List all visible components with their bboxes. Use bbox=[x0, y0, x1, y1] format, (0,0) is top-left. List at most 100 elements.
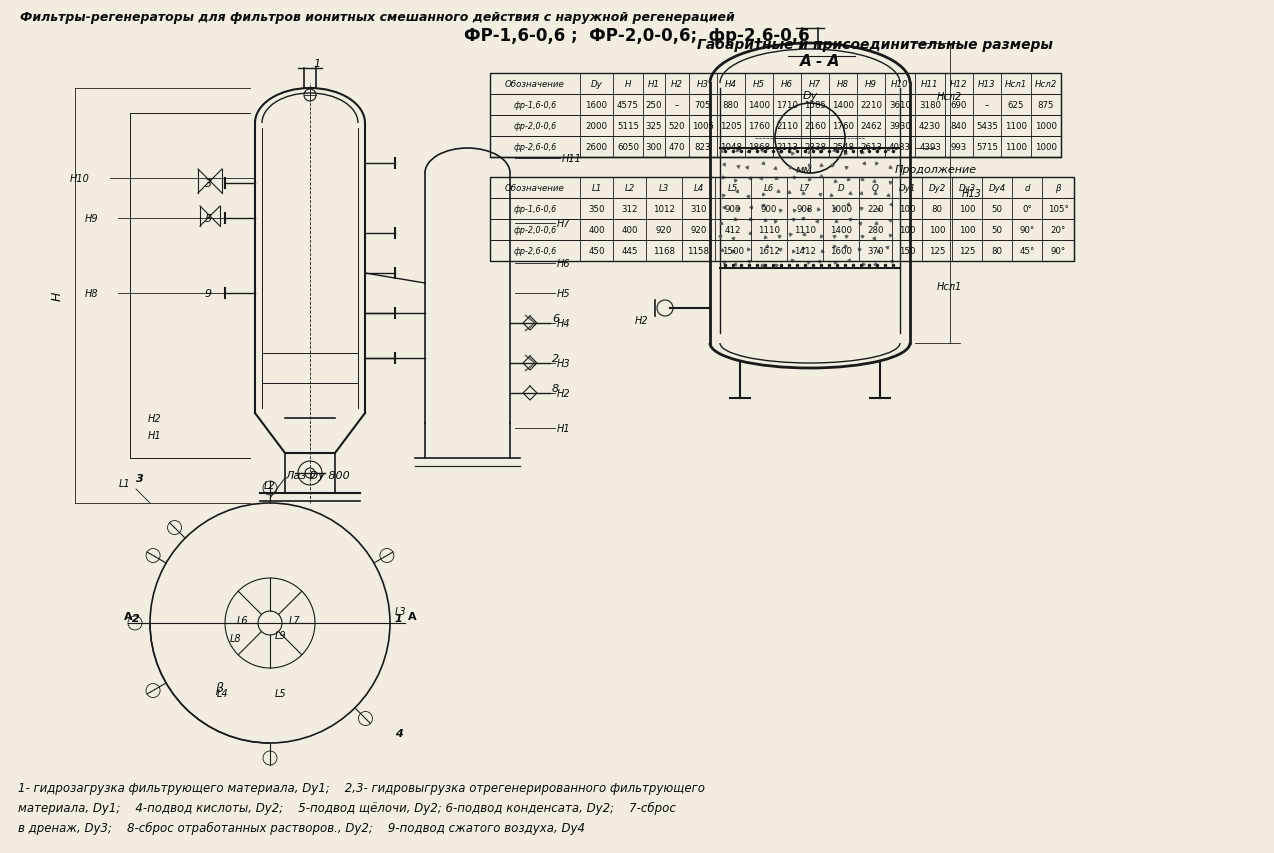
Text: 3: 3 bbox=[136, 473, 144, 484]
Text: фр-2,0-0,6: фр-2,0-0,6 bbox=[513, 226, 557, 235]
Text: H9: H9 bbox=[84, 214, 98, 223]
Text: L5: L5 bbox=[727, 183, 738, 193]
Text: 445: 445 bbox=[622, 247, 638, 256]
Text: 1205: 1205 bbox=[720, 122, 741, 131]
Text: 300: 300 bbox=[646, 142, 662, 152]
Text: 50: 50 bbox=[991, 205, 1003, 214]
Text: 1000: 1000 bbox=[829, 205, 852, 214]
Text: 1710: 1710 bbox=[776, 101, 798, 110]
Text: 100: 100 bbox=[959, 205, 976, 214]
Text: 920: 920 bbox=[691, 226, 707, 235]
Text: L2: L2 bbox=[264, 480, 275, 490]
Text: 1612: 1612 bbox=[758, 247, 780, 256]
Text: А - А: А - А bbox=[800, 54, 840, 69]
Text: 840: 840 bbox=[950, 122, 967, 131]
Text: Dy3: Dy3 bbox=[958, 183, 976, 193]
Text: 100: 100 bbox=[898, 205, 915, 214]
Text: 5: 5 bbox=[205, 214, 213, 223]
Text: –: – bbox=[985, 101, 989, 110]
Text: H6: H6 bbox=[781, 80, 792, 89]
Text: 20°: 20° bbox=[1050, 226, 1065, 235]
Text: 690: 690 bbox=[950, 101, 967, 110]
Text: H2: H2 bbox=[148, 414, 162, 423]
Text: 325: 325 bbox=[646, 122, 662, 131]
Text: 1: 1 bbox=[395, 613, 403, 624]
Text: 4393: 4393 bbox=[919, 142, 941, 152]
Text: H5: H5 bbox=[753, 80, 764, 89]
Text: 5435: 5435 bbox=[976, 122, 998, 131]
Text: L3: L3 bbox=[659, 183, 669, 193]
Text: 1005: 1005 bbox=[692, 122, 713, 131]
Bar bbox=[490, 177, 1074, 262]
Text: 1600: 1600 bbox=[586, 101, 608, 110]
Text: в дренаж, Dy3;    8-сброс отработанных растворов., Dy2;    9-подвод сжатого возд: в дренаж, Dy3; 8-сброс отработанных раст… bbox=[18, 821, 585, 834]
Text: фр-1,6-0,6: фр-1,6-0,6 bbox=[513, 205, 557, 214]
Text: 100: 100 bbox=[929, 226, 945, 235]
Text: 1- гидрозагрузка фильтрующего материала, Dy1;    2,3- гидровыгрузка отрегенериро: 1- гидрозагрузка фильтрующего материала,… bbox=[18, 781, 705, 794]
Text: L4: L4 bbox=[217, 688, 228, 699]
Text: 125: 125 bbox=[959, 247, 976, 256]
Bar bbox=[490, 74, 1061, 158]
Text: 908: 908 bbox=[796, 205, 813, 214]
Text: H1: H1 bbox=[648, 80, 660, 89]
Text: 1585: 1585 bbox=[804, 101, 826, 110]
Text: 2338: 2338 bbox=[804, 142, 826, 152]
Text: 450: 450 bbox=[589, 247, 605, 256]
Text: 4230: 4230 bbox=[919, 122, 941, 131]
Text: Dy: Dy bbox=[803, 91, 818, 101]
Text: L5: L5 bbox=[275, 688, 287, 699]
Text: Продолжение: Продолжение bbox=[894, 165, 976, 175]
Text: 8: 8 bbox=[552, 384, 559, 393]
Text: 400: 400 bbox=[589, 226, 605, 235]
Text: 100: 100 bbox=[898, 226, 915, 235]
Text: L6: L6 bbox=[764, 183, 775, 193]
Text: 370: 370 bbox=[868, 247, 884, 256]
Text: 312: 312 bbox=[622, 205, 638, 214]
Text: 520: 520 bbox=[669, 122, 685, 131]
Text: H: H bbox=[624, 80, 631, 89]
Text: 1412: 1412 bbox=[794, 247, 817, 256]
Text: H6: H6 bbox=[557, 258, 571, 269]
Text: 900: 900 bbox=[725, 205, 741, 214]
Text: 250: 250 bbox=[646, 101, 662, 110]
Text: 880: 880 bbox=[722, 101, 739, 110]
Text: H9: H9 bbox=[865, 80, 877, 89]
Polygon shape bbox=[525, 316, 535, 332]
Text: Обозначение: Обозначение bbox=[505, 183, 564, 193]
Text: 875: 875 bbox=[1038, 101, 1055, 110]
Text: H10: H10 bbox=[892, 80, 908, 89]
Text: L7: L7 bbox=[289, 615, 301, 625]
Text: фр-2,6-0,6: фр-2,6-0,6 bbox=[513, 142, 557, 152]
Text: 2613: 2613 bbox=[860, 142, 882, 152]
Text: Dy: Dy bbox=[591, 80, 603, 89]
Text: 350: 350 bbox=[589, 205, 605, 214]
Text: H2: H2 bbox=[557, 389, 571, 398]
Text: H11: H11 bbox=[562, 154, 582, 164]
Text: Лаз Dy 800: Лаз Dy 800 bbox=[285, 471, 350, 480]
Text: 220: 220 bbox=[868, 205, 884, 214]
Text: 2210: 2210 bbox=[860, 101, 882, 110]
Text: 400: 400 bbox=[622, 226, 638, 235]
Text: 2160: 2160 bbox=[804, 122, 826, 131]
Text: 1600: 1600 bbox=[829, 247, 852, 256]
Text: 1110: 1110 bbox=[794, 226, 817, 235]
Text: 100: 100 bbox=[959, 226, 976, 235]
Text: D: D bbox=[838, 183, 845, 193]
Text: Hсл1: Hсл1 bbox=[936, 281, 962, 291]
Text: H11: H11 bbox=[921, 80, 939, 89]
Text: H1: H1 bbox=[557, 423, 571, 433]
Text: 1400: 1400 bbox=[829, 226, 852, 235]
Text: 5115: 5115 bbox=[617, 122, 640, 131]
Text: 3610: 3610 bbox=[889, 101, 911, 110]
Text: β: β bbox=[1055, 183, 1061, 193]
Text: 705: 705 bbox=[694, 101, 711, 110]
Text: Dy2: Dy2 bbox=[929, 183, 945, 193]
Text: А: А bbox=[124, 612, 132, 621]
Text: 1760: 1760 bbox=[832, 122, 854, 131]
Text: Dy4: Dy4 bbox=[989, 183, 1005, 193]
Text: H13: H13 bbox=[962, 189, 982, 199]
Text: 310: 310 bbox=[691, 205, 707, 214]
Text: H2: H2 bbox=[671, 80, 683, 89]
Text: H7: H7 bbox=[809, 80, 820, 89]
Text: 280: 280 bbox=[868, 226, 884, 235]
